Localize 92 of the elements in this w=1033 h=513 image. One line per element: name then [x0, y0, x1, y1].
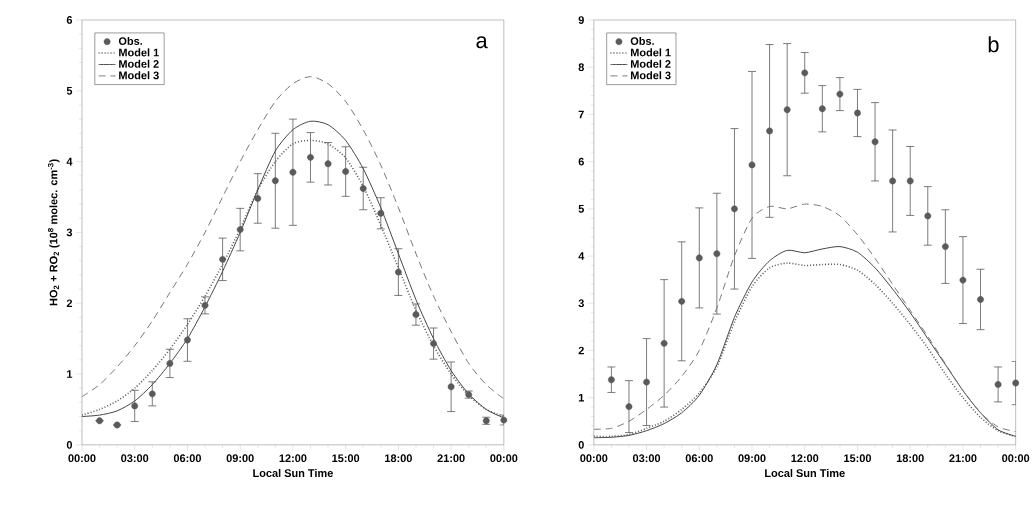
x-tick-label: 00:00: [580, 454, 608, 463]
y-tick-label: 3: [66, 228, 73, 237]
x-tick-label: 09:00: [738, 454, 766, 463]
point: [924, 212, 932, 220]
y-tick-label: 4: [578, 252, 585, 260]
point: [430, 340, 437, 348]
x-axis-title: Local Sun Time: [765, 469, 845, 478]
legend-label: Model 1: [119, 48, 159, 57]
x-tick-label: 18:00: [385, 454, 412, 463]
point: [871, 138, 879, 146]
point: [342, 168, 350, 175]
point: [959, 276, 967, 284]
point: [766, 127, 773, 135]
y-tick-label: 3: [578, 299, 584, 308]
y-tick-label: 0: [66, 441, 73, 449]
point: [412, 311, 420, 319]
x-tick-label: 15:00: [844, 454, 872, 463]
point: [289, 168, 297, 176]
point: [854, 109, 861, 117]
point: [184, 336, 191, 344]
point: [625, 403, 633, 411]
point: [660, 340, 668, 347]
x-tick-label: 06:00: [685, 454, 713, 463]
point: [608, 376, 615, 384]
point: [148, 390, 156, 398]
point: [166, 360, 174, 367]
x-tick-label: 09:00: [226, 454, 254, 463]
annotation: b: [988, 36, 999, 53]
point: [271, 177, 279, 185]
point: [254, 195, 262, 202]
legend-label: Obs.: [630, 37, 654, 46]
point: [236, 226, 244, 234]
point: [977, 296, 984, 303]
x-tick-label: 03:00: [632, 454, 661, 463]
point: [394, 268, 402, 276]
y-tick-label: 6: [66, 16, 73, 24]
point: [643, 378, 650, 386]
x-tick-label: 12:00: [279, 454, 307, 463]
x-tick-label: 00:00: [490, 454, 518, 463]
point: [695, 254, 703, 262]
point: [994, 381, 1002, 388]
y-tick-label: 5: [578, 205, 585, 213]
point: [359, 185, 367, 192]
legend-label: Model 3: [119, 71, 159, 80]
x-tick-label: 15:00: [332, 454, 360, 463]
legend-label: Model 3: [630, 71, 671, 80]
text: HO$_{2}$ + RO$_{2}$ (10$^{8}$ molec. cm$^{-3}$): [47, 159, 60, 306]
x-axis-title: Local Sun Time: [253, 469, 333, 478]
x-tick-label: 00:00: [68, 454, 96, 463]
legend-label: Model 2: [119, 59, 159, 68]
x-tick-label: 06:00: [173, 454, 201, 463]
y-tick-label: 6: [578, 157, 584, 166]
point: [906, 177, 914, 185]
x-tick-label: 12:00: [791, 454, 819, 463]
x-tick-label: 21:00: [437, 454, 465, 463]
x-tick-label: 00:00: [1002, 454, 1030, 463]
point: [836, 90, 844, 98]
point: [1012, 379, 1020, 387]
point: [307, 154, 314, 161]
point: [941, 243, 949, 251]
y-tick-label: 4: [66, 157, 73, 166]
point: [219, 256, 226, 263]
point: [678, 298, 686, 305]
legend-label: Model 1: [630, 48, 671, 57]
point: [201, 302, 209, 309]
x-tick-label: 03:00: [121, 454, 149, 463]
y-tick-label: 1: [578, 393, 585, 402]
point: [131, 402, 139, 410]
legend-label: Model 2: [630, 59, 671, 68]
y-tick-label: 7: [578, 110, 584, 119]
point: [447, 383, 455, 391]
y-tick-label: 2: [578, 346, 584, 355]
point: [783, 106, 791, 114]
point: [731, 205, 738, 213]
y-tick-label: 9: [578, 16, 584, 24]
y-tick-label: 0: [578, 441, 584, 449]
y-tick-label: 8: [578, 63, 584, 72]
y-tick-label: 5: [66, 87, 73, 95]
x-tick-label: 21:00: [949, 454, 977, 463]
point: [889, 177, 897, 185]
point: [377, 210, 385, 217]
point: [500, 416, 508, 424]
point: [818, 105, 826, 113]
point: [748, 161, 756, 169]
x-tick-label: 18:00: [896, 454, 924, 463]
point: [801, 69, 809, 77]
annotation: a: [476, 36, 488, 49]
point: [324, 160, 332, 168]
y-tick-label: 2: [66, 299, 73, 308]
legend-label: Obs.: [118, 37, 142, 46]
y-tick-label: 1: [67, 370, 73, 378]
point: [713, 250, 721, 258]
